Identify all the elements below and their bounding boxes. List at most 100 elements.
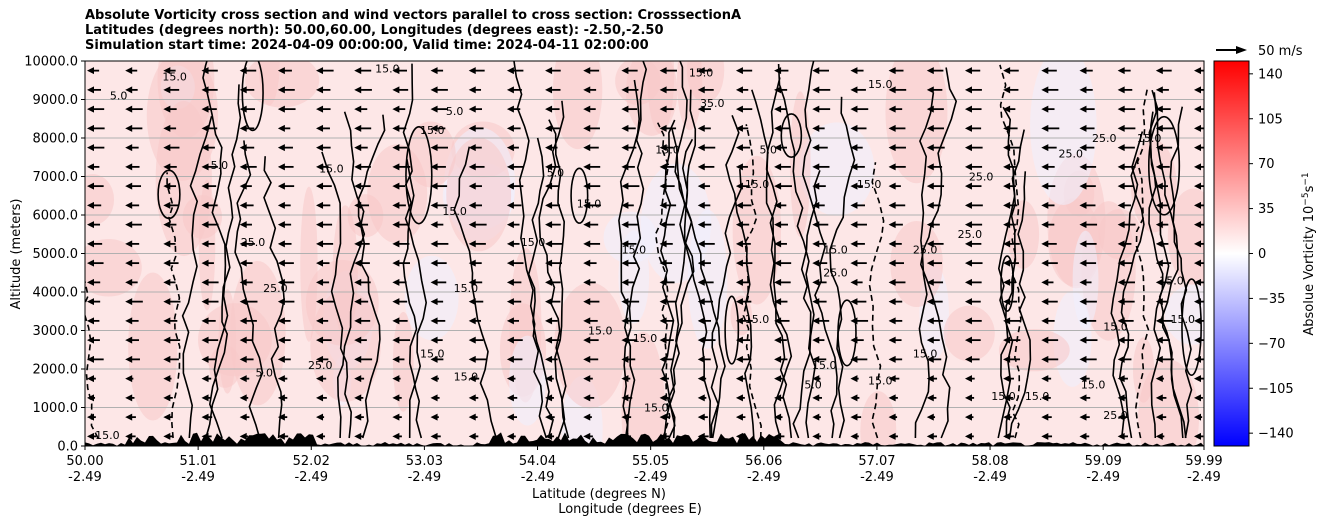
x-tick-label-latitude: 52.02 [293,454,330,469]
wind-vector-arrow-icon [583,144,599,152]
wind-vector-arrow-icon [1117,105,1136,113]
wind-vector-arrow-icon [1194,278,1204,286]
wind-vector-arrow-icon [659,317,674,325]
wind-vector-arrow-icon [1003,259,1019,267]
wind-vector-arrow-icon [1194,105,1204,113]
wind-vector-arrow-icon [430,298,444,306]
wind-vector-arrow-icon [812,221,829,229]
wind-vector-arrow-icon [1003,336,1021,344]
wind-vector-arrow-icon [621,394,633,402]
wind-vector-arrow-icon [545,163,561,171]
wind-vector-arrow-icon [1117,182,1134,190]
wind-vector-arrow-icon [659,355,674,363]
wind-vector-arrow-icon [1194,298,1204,306]
vorticity-shading-patch [1132,337,1155,403]
wind-vector-arrow-icon [277,144,293,152]
wind-vector-arrow-icon [201,278,219,286]
wind-vector-arrow-icon [354,221,369,229]
x-axis-label-latitude: Latitude (degrees N) [532,487,666,502]
wind-vector-arrow-icon [888,298,903,306]
wind-vector-arrow-icon [1079,298,1097,306]
wind-vector-arrow-icon [697,221,712,229]
wind-vector-arrow-icon [239,336,253,344]
wind-vector-arrow-icon [812,86,831,94]
contour-line [914,92,935,439]
contour-line [829,96,856,439]
wind-vector-arrow-icon [392,375,401,383]
wind-vector-arrow-icon [392,259,411,267]
x-tick-label-latitude: 59.99 [1185,454,1222,469]
wind-vector-arrow-icon [201,317,216,325]
contour-label: 15.0 [745,313,770,326]
contour-line [234,140,264,439]
wind-vector-arrow-icon [583,182,601,190]
colorbar-gradient [1213,60,1250,447]
terrain-profile [85,432,1204,446]
wind-vector-arrow-icon [277,240,292,248]
wind-vector-arrow-icon [468,432,479,440]
wind-vector-arrow-icon [1041,432,1053,440]
wind-vector-arrow-icon [812,394,823,402]
wind-vector-arrow-icon [163,105,177,113]
wind-vector-arrow-icon [201,298,219,306]
wind-vector-arrow-icon [1194,394,1203,402]
wind-vector-arrow-icon [1117,221,1136,229]
wind-vector-arrow-icon [774,163,791,171]
wind-vector-arrow-icon [774,317,790,325]
closed-contour-line [724,295,740,365]
wind-vector-arrow-icon [659,144,674,152]
wind-vector-arrow-icon [1041,124,1060,132]
wind-vector-arrow-icon [316,144,331,152]
vorticity-shading-patch [446,137,512,252]
wind-vector-arrow-icon [812,298,827,306]
wind-vector-arrow-icon [87,259,104,267]
wind-vector-arrow-icon [774,375,783,383]
wind-vector-arrow-icon [506,144,519,152]
wind-vector-arrow-icon [774,278,791,286]
wind-vector-arrow-icon [583,221,599,229]
wind-vector-arrow-icon [1003,375,1014,383]
wind-vector-arrow-icon [964,278,982,286]
wind-vector-arrow-icon [1194,240,1204,248]
wind-vector-arrow-icon [888,317,903,325]
wind-vector-arrow-icon [163,278,176,286]
wind-vector-arrow-icon [583,432,593,440]
wind-vector-arrow-icon [850,67,864,75]
wind-vector-arrow-icon [163,201,180,209]
wind-vector-arrow-icon [201,259,214,267]
wind-vector-arrow-icon [1041,298,1058,306]
wind-vector-arrow-icon [659,298,677,306]
wind-vector-arrow-icon [125,221,142,229]
vorticity-shading-patch [732,155,782,305]
wind-vector-arrow-icon [926,201,941,209]
wind-vector-arrow-icon [430,394,440,402]
wind-vector-arrow-icon [506,124,521,132]
wind-vector-arrow-icon [239,67,257,75]
wind-vector-arrow-icon [316,105,331,113]
wind-vector-arrow-icon [735,394,745,402]
closed-contour-line [405,126,433,225]
wind-vector-arrow-icon [239,317,257,325]
wind-vector-arrow-icon [659,182,675,190]
wind-vector-arrow-icon [1003,355,1020,363]
wind-vector-arrow-icon [545,355,558,363]
wind-vector-arrow-icon [926,182,945,190]
wind-vector-arrow-icon [659,163,675,171]
wind-vector-arrow-icon [163,240,176,248]
wind-vector-arrow-icon [812,432,821,440]
wind-vector-arrow-icon [277,182,295,190]
wind-vector-arrow-icon [888,278,906,286]
wind-vector-arrow-icon [926,221,940,229]
wind-vector-arrow-icon [163,86,180,94]
wind-vector-arrow-icon [163,259,179,267]
wind-vector-arrow-icon [392,67,407,75]
contour-label: 5.0 [760,143,778,156]
wind-vector-arrow-icon [621,163,635,171]
wind-vector-arrow-icon [239,201,254,209]
wind-vector-arrow-icon [1117,355,1132,363]
wind-vector-arrow-icon [316,259,330,267]
wind-vector-arrow-icon [735,240,751,248]
wind-vector-arrow-icon [888,432,898,440]
wind-vector-arrow-icon [354,413,364,421]
wind-vector-arrow-icon [392,413,402,421]
